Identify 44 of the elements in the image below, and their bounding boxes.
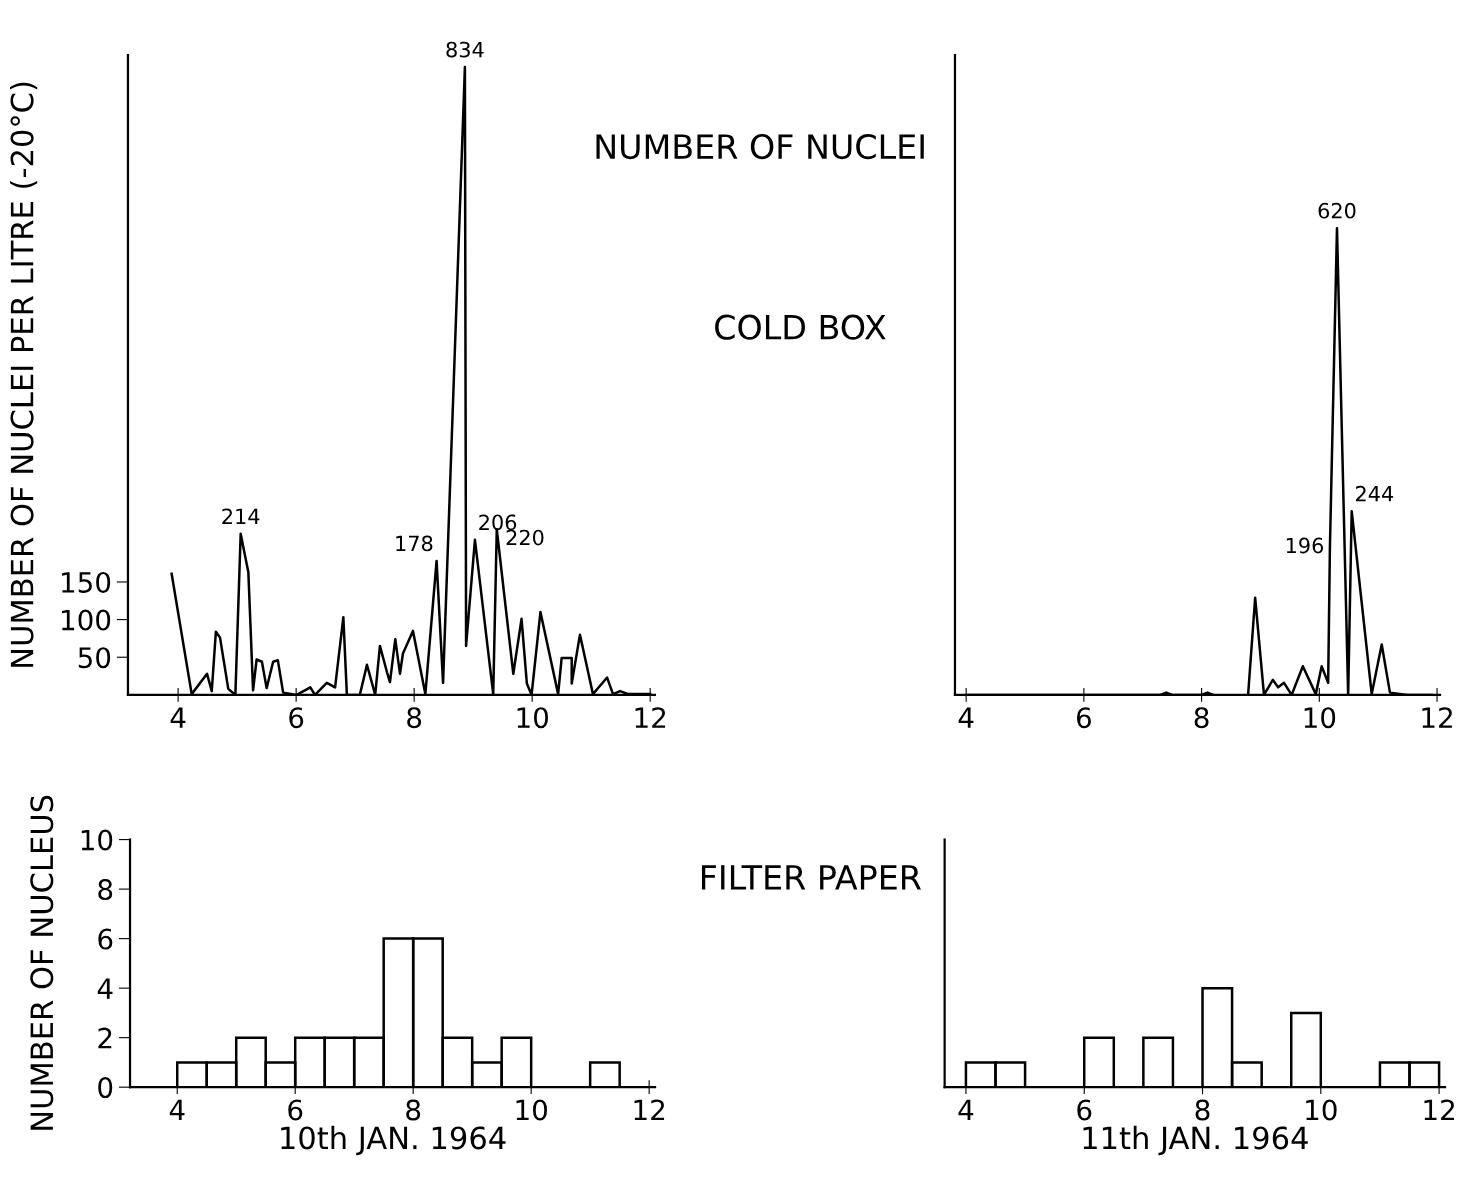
data-label: 178 (396, 535, 433, 552)
data-label: 214 (222, 508, 260, 524)
data-label: 220 (506, 529, 544, 546)
data-label: 834 (446, 41, 484, 58)
y-tick-label: 10 (81, 829, 113, 851)
x-tick-label: 12 (1424, 1099, 1454, 1121)
x-tick-label: 10 (516, 1099, 547, 1121)
x-tick-label: 10 (517, 707, 548, 729)
x-tick-label: 4 (958, 1099, 974, 1121)
x-tick-label: 8 (1194, 707, 1209, 729)
x-tick-label: 4 (169, 1099, 185, 1121)
x-tick-label: 8 (1195, 1099, 1210, 1121)
x-tick-label: 6 (288, 1099, 303, 1121)
x-tick-label: 4 (958, 707, 974, 728)
x-tick-label: 10 (1304, 707, 1336, 729)
text: FILTER PAPER (701, 865, 921, 890)
data-label: 196 (1286, 537, 1324, 554)
x-tick-label: 10 (1306, 1099, 1337, 1121)
x-axis-title: 11th JAN. 1964 (1083, 1125, 1308, 1156)
x-tick-label: 12 (1422, 707, 1452, 728)
x-tick-label: 8 (406, 1099, 421, 1121)
y-axis-title: NUMBER OF NUCLEI PER LITRE (-20°C) (9, 82, 38, 667)
y-tick-label: 100 (62, 609, 111, 631)
y-tick-label: 2 (98, 1027, 112, 1049)
y-axis-title: NUMBER OF NUCLEUS (30, 795, 54, 1130)
x-tick-label: 6 (1077, 1099, 1092, 1121)
y-tick-label: 4 (97, 978, 113, 999)
x-axis-title: 10th JAN. 1964 (281, 1125, 506, 1156)
y-tick-label: 8 (98, 879, 113, 901)
x-tick-label: 12 (635, 707, 666, 728)
y-tick-label: 6 (98, 928, 113, 950)
y-tick-label: 0 (98, 1077, 113, 1099)
x-tick-label: 4 (170, 707, 186, 728)
text: COLD BOX (715, 314, 886, 340)
x-tick-label: 6 (1076, 707, 1091, 729)
x-tick-label: 12 (634, 1099, 665, 1121)
data-label: 620 (1318, 202, 1356, 219)
data-label: 244 (1356, 485, 1394, 502)
x-tick-label: 8 (407, 707, 422, 729)
annotation: NUMBER OF NUCLEI (596, 133, 924, 160)
data-label: 206 (479, 514, 517, 531)
y-tick-label: 50 (78, 647, 111, 669)
x-tick-label: 6 (289, 707, 304, 729)
y-tick-label: 150 (62, 571, 111, 593)
